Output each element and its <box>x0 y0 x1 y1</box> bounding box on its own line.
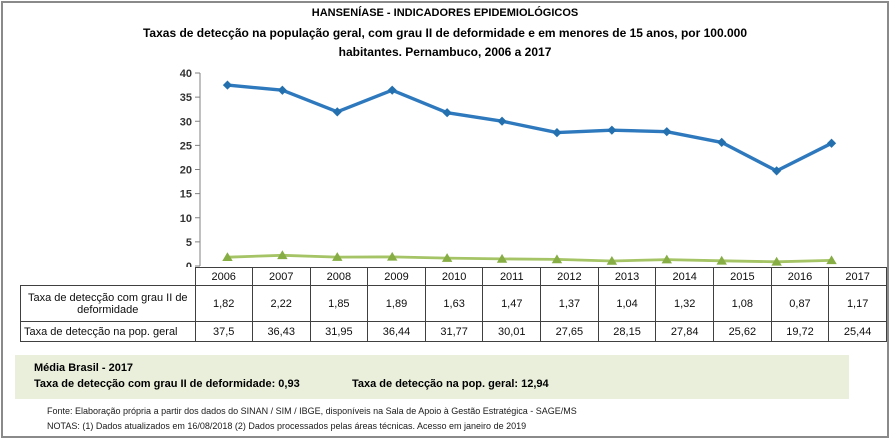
table-cell: 31,77 <box>424 321 484 342</box>
table-cell: 1,63 <box>424 285 484 322</box>
row-label: Taxa de detecção com grau II de deformid… <box>20 285 196 322</box>
y-axis-label: 0 <box>186 261 192 267</box>
marker-triangle <box>441 253 453 262</box>
fonte-line: Fonte: Elaboração própria a partir dos d… <box>47 406 577 416</box>
summary-geral-value: Taxa de detecção na pop. geral: 12,94 <box>352 378 549 390</box>
year-label: 2013 <box>597 267 657 286</box>
year-label: 2011 <box>482 267 542 286</box>
y-axis-label: 15 <box>180 189 192 201</box>
row-label: Taxa de detecção na pop. geral <box>20 321 196 342</box>
series-line-grau2 <box>226 253 833 264</box>
table-cell: 0,87 <box>770 285 830 322</box>
marker-triangle <box>222 252 233 262</box>
chart-subtitle: Taxas de detecção na população geral, co… <box>3 24 887 62</box>
year-label: 2016 <box>770 267 830 286</box>
year-label: 2012 <box>540 267 599 286</box>
chart-data-table: 2006 2007 2008 2009 2010 2011 2012 2013 2014 2015… <box>20 267 887 342</box>
marker-diamond <box>662 127 672 137</box>
year-label: 2017 <box>828 267 887 286</box>
year-header-row: 2006 2007 2008 2009 2010 2011 2012 2013 2014 2015… <box>21 267 887 286</box>
table-cell: 28,15 <box>597 321 657 342</box>
chart-title: HANSENÍASE - INDICADORES EPIDEMIOLÓGICOS <box>311 7 579 19</box>
summary-title: Média Brasil - 2017 <box>34 362 134 374</box>
table-cell: 27,84 <box>655 321 715 342</box>
year-label: 2007 <box>251 267 311 286</box>
table-row: Taxa de detecção na pop. geral 37,5 36,43 3… <box>20 321 887 342</box>
marker-triangle <box>496 253 508 263</box>
marker-triangle <box>277 250 288 260</box>
marker-triangle <box>606 255 618 265</box>
marker-diamond <box>387 85 397 95</box>
notas-line: NOTAS: (1) Dados atualizados em 16/08/20… <box>47 421 527 431</box>
year-label: 2009 <box>367 267 426 286</box>
table-cell: 30,01 <box>482 321 542 342</box>
marker-diamond <box>442 108 452 118</box>
marker-diamond <box>332 107 342 117</box>
table-cell: 25,62 <box>713 321 772 342</box>
y-axis-label: 20 <box>180 165 192 177</box>
year-label: 2015 <box>713 267 772 286</box>
table-cell: 1,89 <box>367 285 426 322</box>
chart-subtitle-line2: habitantes. Pernambuco, 2006 a 2017 <box>338 45 552 59</box>
marker-diamond <box>607 125 617 135</box>
summary-values: Taxa de detecção com grau II de deformid… <box>34 378 849 390</box>
table-cell: 19,72 <box>770 321 830 342</box>
marker-diamond <box>497 116 507 126</box>
marker-triangle <box>387 251 398 261</box>
year-label: 2014 <box>655 267 715 286</box>
y-axis-label: 25 <box>180 140 192 152</box>
marker-triangle <box>716 255 727 265</box>
marker-triangle <box>332 252 343 261</box>
y-axis-label: 40 <box>180 68 192 80</box>
y-axis-label: 5 <box>186 237 192 249</box>
marker-diamond <box>222 80 233 90</box>
year-label: 2006 <box>194 267 253 286</box>
table-cell: 1,82 <box>194 285 253 322</box>
line-chart-plot: 0 5 10 15 20 25 30 35 40 <box>180 68 837 267</box>
year-label: 2010 <box>424 267 484 286</box>
table-cell: 1,37 <box>540 285 599 322</box>
y-axis-label: 10 <box>180 213 192 225</box>
marker-triangle <box>826 255 837 265</box>
table-cell: 25,44 <box>828 321 887 342</box>
table-cell: 1,32 <box>655 285 715 322</box>
marker-diamond <box>277 85 287 95</box>
table-cell: 31,95 <box>309 321 369 342</box>
marker-triangle <box>661 254 672 264</box>
table-cell: 1,08 <box>713 285 772 322</box>
table-cell: 2,22 <box>251 285 311 322</box>
y-axis-label: 35 <box>180 92 192 104</box>
marker-diamond <box>552 127 562 138</box>
year-label: 2008 <box>309 267 369 286</box>
summary-grau2-value: Taxa de detecção com grau II de deformid… <box>34 378 300 390</box>
table-cell: 37,5 <box>194 321 253 342</box>
summary-box: Média Brasil - 2017 Taxa de detecção com… <box>15 355 849 399</box>
source-notes: Fonte: Elaboração própria a partir dos d… <box>47 404 577 434</box>
table-corner-cell <box>21 268 196 286</box>
marker-triangle <box>551 254 563 264</box>
marker-triangle <box>771 256 782 266</box>
table-cell: 36,43 <box>251 321 311 342</box>
series-line-geral <box>225 83 834 173</box>
table-cell: 1,47 <box>482 285 542 322</box>
table-row: Taxa de detecção com grau II de deformid… <box>20 285 887 322</box>
table-cell: 1,04 <box>597 285 657 322</box>
table-cell: 1,85 <box>309 285 369 322</box>
y-axis-label: 30 <box>180 116 192 128</box>
chart-subtitle-line1: Taxas de detecção na população geral, co… <box>142 26 747 40</box>
table-cell: 27,65 <box>540 321 599 342</box>
table-cell: 1,17 <box>828 285 887 322</box>
table-cell: 36,44 <box>367 321 426 342</box>
